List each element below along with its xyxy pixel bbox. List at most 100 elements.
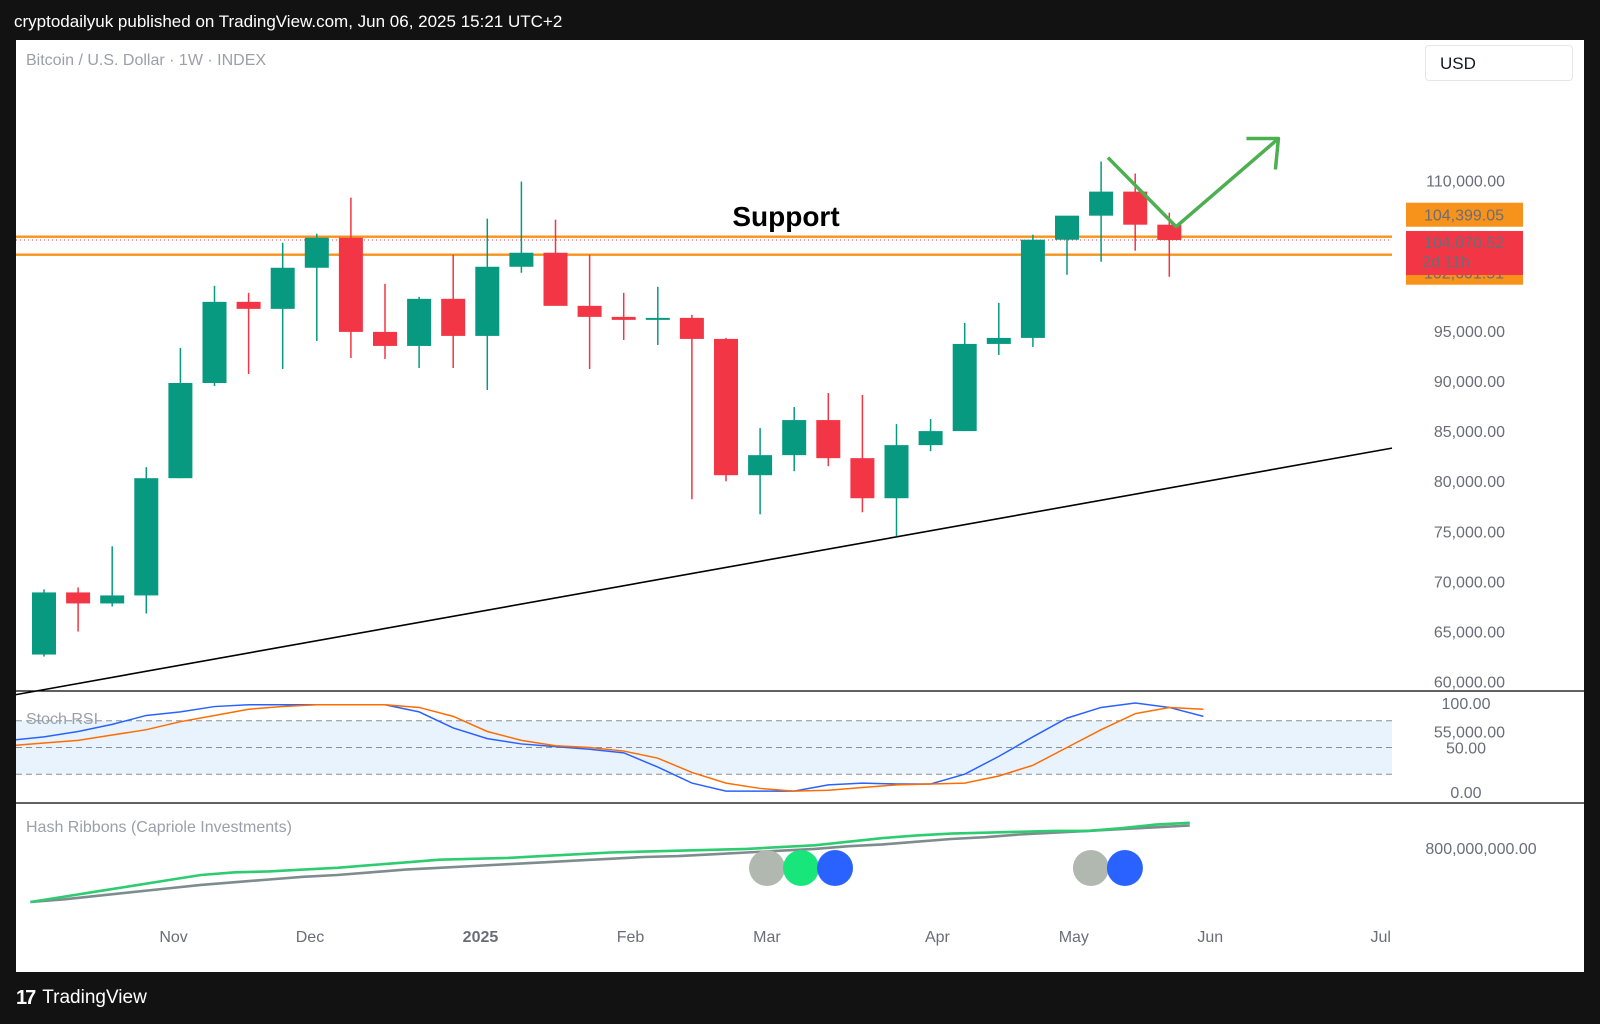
candle[interactable] <box>714 337 738 482</box>
trendline[interactable] <box>16 447 1393 696</box>
time-axis-label: Jun <box>1197 929 1223 946</box>
time-axis-label: Mar <box>753 929 781 946</box>
candle[interactable] <box>918 419 943 452</box>
candle[interactable] <box>475 218 500 391</box>
candle[interactable] <box>441 254 466 368</box>
candle[interactable] <box>236 292 261 374</box>
candle[interactable] <box>100 546 125 607</box>
candle[interactable] <box>202 285 227 387</box>
last-price-tag <box>1406 231 1523 276</box>
candle[interactable] <box>679 314 704 500</box>
candle[interactable] <box>338 197 363 358</box>
chart-frame[interactable]: 55,000.00 60,000.00 65,000.00 70,000.00 75,0… <box>16 40 1584 972</box>
candle-body <box>32 592 56 655</box>
candle-body <box>270 267 295 309</box>
candle[interactable] <box>1020 234 1045 347</box>
candle-body <box>816 420 841 459</box>
candle-body <box>373 331 397 346</box>
candle[interactable] <box>407 296 432 368</box>
candle-body <box>986 337 1011 344</box>
candle[interactable] <box>304 233 329 341</box>
candle[interactable] <box>611 292 636 340</box>
stoch-title: Stoch RSI <box>26 711 98 728</box>
candle[interactable] <box>884 424 909 537</box>
candle[interactable] <box>543 219 568 306</box>
candle-body <box>304 237 329 268</box>
candle-body <box>714 338 738 476</box>
candle-body <box>202 301 227 384</box>
candle-body <box>441 298 466 336</box>
candle[interactable] <box>986 302 1011 355</box>
candle-body <box>407 298 432 346</box>
candle-body <box>100 595 125 604</box>
tradingview-logo-icon[interactable]: 17 <box>16 986 36 1009</box>
candle-body <box>1089 191 1114 216</box>
hash-ribbon-line <box>30 821 1190 904</box>
stoch-axis-label: 100.00 <box>1442 696 1491 713</box>
stoch-axis-label: 0.00 <box>1450 785 1481 802</box>
candle-body <box>134 478 159 596</box>
candle[interactable] <box>66 587 91 632</box>
price-level-tag-text: 104,399.05 <box>1424 208 1504 225</box>
price-axis-label: 75,000.00 <box>1434 524 1505 541</box>
countdown-text: 2d 11h <box>1422 254 1470 271</box>
price-axis-label: 55,000.00 <box>1434 725 1505 742</box>
arrow-head-icon <box>1246 136 1281 170</box>
time-axis-label: May <box>1059 929 1089 946</box>
stoch-line <box>16 702 1204 792</box>
candle[interactable] <box>748 428 773 515</box>
price-axis-label: 85,000.00 <box>1434 424 1505 441</box>
candle[interactable] <box>577 254 602 369</box>
candle-body <box>543 252 568 306</box>
candle-body <box>1123 191 1148 225</box>
candle[interactable] <box>645 286 670 345</box>
candle-body <box>1020 239 1045 338</box>
candle-body <box>577 305 602 317</box>
candle[interactable] <box>270 242 295 369</box>
candle-body <box>679 317 704 339</box>
candle-body <box>748 455 773 476</box>
candle-body <box>645 317 670 320</box>
candle[interactable] <box>1055 215 1079 275</box>
candle[interactable] <box>1089 161 1114 262</box>
time-axis-label: Feb <box>617 929 645 946</box>
price-axis-label: 110,000.00 <box>1426 174 1505 191</box>
candle-body <box>1055 215 1079 240</box>
footer-bar: 17 TradingView <box>0 972 1600 1024</box>
candle[interactable] <box>134 467 159 614</box>
candle-body <box>475 266 500 336</box>
candle-body <box>168 383 193 479</box>
price-axis-label: 60,000.00 <box>1434 675 1505 692</box>
price-axis-label: 70,000.00 <box>1434 574 1505 591</box>
candle-body <box>884 445 909 499</box>
symbol-title: Bitcoin / U.S. Dollar · 1W · INDEX <box>26 52 267 69</box>
candle[interactable] <box>952 322 977 432</box>
candle[interactable] <box>816 393 841 467</box>
candle[interactable] <box>782 407 807 472</box>
candle[interactable] <box>1157 212 1182 277</box>
stoch-band <box>16 720 1392 775</box>
price-axis-label: 90,000.00 <box>1434 374 1505 391</box>
candle[interactable] <box>509 181 534 273</box>
chart-canvas[interactable]: 55,000.00 60,000.00 65,000.00 70,000.00 75,0… <box>16 40 1584 972</box>
candle[interactable] <box>373 283 397 359</box>
hash-signal-dot <box>1106 850 1143 886</box>
time-axis-label: Dec <box>296 929 324 946</box>
published-header: cryptodailyuk published on TradingView.c… <box>0 0 1600 40</box>
candle-body <box>509 252 534 267</box>
candle[interactable] <box>850 395 875 513</box>
hash-ribbon-line <box>30 824 1190 904</box>
projection-arrow <box>1106 137 1280 229</box>
candle[interactable] <box>32 589 56 657</box>
candle-body <box>1157 224 1182 241</box>
time-axis-label: Nov <box>159 929 187 946</box>
price-axis-label: 95,000.00 <box>1434 324 1505 341</box>
candle[interactable] <box>168 347 193 479</box>
currency-selector[interactable]: USD <box>1425 45 1573 81</box>
price-axis-label: 65,000.00 <box>1434 625 1505 642</box>
support-annotation: Support <box>732 201 839 232</box>
hash-signal-dot <box>1072 850 1109 886</box>
brand-name[interactable]: TradingView <box>42 987 147 1008</box>
time-axis-label: Jul <box>1370 929 1390 946</box>
hash-signal-dot <box>817 850 854 886</box>
